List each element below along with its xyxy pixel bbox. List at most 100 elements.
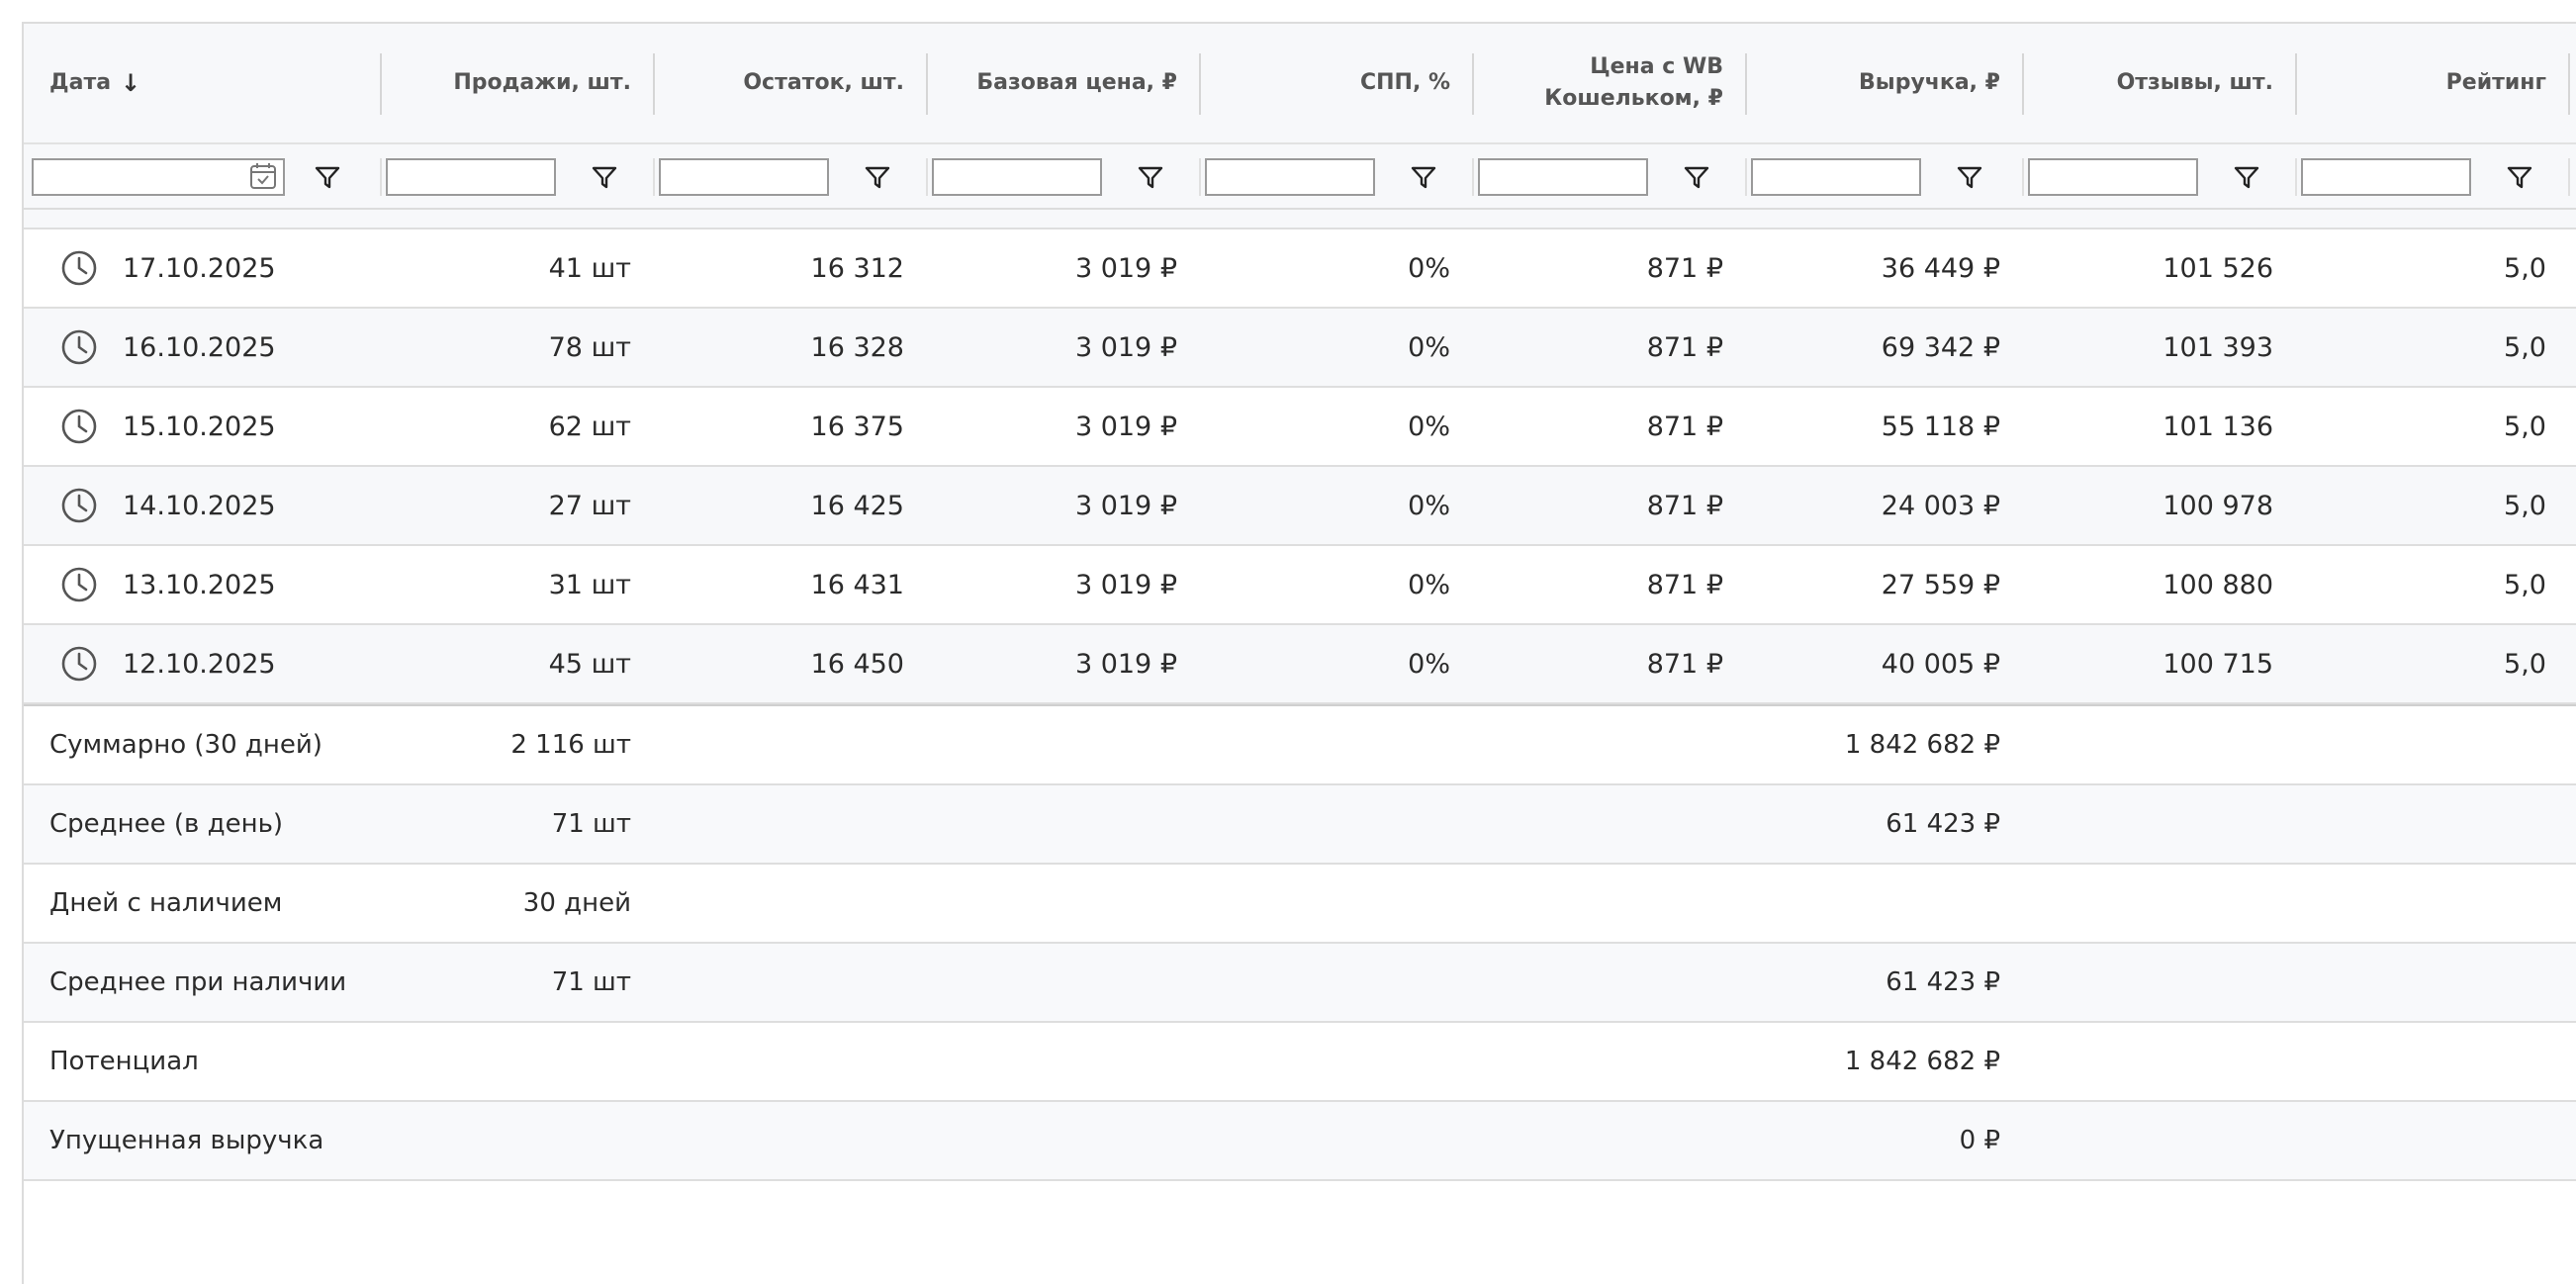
cell-value: 0% — [1408, 569, 1450, 600]
summary-label: Среднее при наличии — [49, 967, 347, 997]
table-row[interactable]: 17.10.2025 41 шт 16 312 3 019 ₽ 0% 871 ₽ 36 44… — [24, 229, 2576, 309]
cell-sales: 41 шт — [382, 229, 655, 307]
filter-divider — [380, 158, 382, 196]
column-header-stock[interactable]: Остаток, шт. — [655, 24, 928, 142]
clock-icon — [61, 329, 97, 365]
column-header-reviews[interactable]: Отзывы, шт. — [2024, 24, 2297, 142]
cell-rating: 5,0 — [2297, 467, 2570, 544]
summary-row: Среднее при наличии 71 шт 61 423 ₽ — [24, 944, 2576, 1023]
summary-divider — [24, 704, 2576, 707]
header-divider — [1472, 53, 1474, 115]
grid-header: Дата ↓ Продажи, шт. Остаток, шт. Базовая цен… — [24, 24, 2576, 210]
cell-value: 101 526 — [2162, 252, 2273, 284]
table-row[interactable]: 12.10.2025 45 шт 16 450 3 019 ₽ 0% 871 ₽ 40 00… — [24, 625, 2576, 704]
arrow-down-icon[interactable]: ↓ — [121, 69, 141, 97]
filter-icon[interactable] — [1682, 162, 1711, 192]
cell-value: 5,0 — [2504, 411, 2546, 442]
table-row[interactable]: 13.10.2025 31 шт 16 431 3 019 ₽ 0% 871 ₽ 27 55… — [24, 546, 2576, 625]
filter-input-rating[interactable] — [2301, 158, 2471, 196]
cell-stock: 16 431 — [655, 546, 928, 623]
summary-sales: 71 шт — [551, 809, 631, 839]
column-header-label: Цена с WB Кошельком, ₽ — [1544, 51, 1723, 115]
filter-icon — [1411, 166, 1436, 189]
header-divider — [2568, 53, 2570, 115]
column-header-base_price[interactable]: Базовая цена, ₽ — [928, 24, 1201, 142]
column-header-revenue[interactable]: Выручка, ₽ — [1747, 24, 2024, 142]
summary-revenue: 1 842 682 ₽ — [1844, 730, 2000, 760]
filter-input-stock[interactable] — [659, 158, 829, 196]
cell-value: 3 019 ₽ — [1074, 252, 1177, 284]
filter-input-spp[interactable] — [1205, 158, 1375, 196]
cell-value: 78 шт — [548, 331, 631, 363]
summary-sales — [382, 1102, 655, 1179]
column-header-label: Базовая цена, ₽ — [976, 70, 1177, 95]
filter-icon[interactable] — [1409, 162, 1438, 192]
cell-spp: 0% — [1201, 625, 1474, 702]
filter-input-reviews[interactable] — [2028, 158, 2198, 196]
header-divider — [1199, 53, 1201, 115]
cell-stock: 16 375 — [655, 388, 928, 465]
cell-base_price: 3 019 ₽ — [928, 309, 1201, 386]
summary-label: Дней с наличием — [49, 888, 283, 918]
filter-row — [24, 142, 2576, 208]
filter-icon[interactable] — [313, 162, 342, 192]
filter-icon[interactable] — [590, 162, 619, 192]
filter-input-wb_price[interactable] — [1478, 158, 1648, 196]
column-header-rating[interactable]: Рейтинг — [2297, 24, 2570, 142]
cell-value: 5,0 — [2504, 252, 2546, 284]
filter-icon — [2507, 166, 2532, 189]
cell-value: 3 019 ₽ — [1074, 490, 1177, 521]
cell-value: 16 328 — [810, 331, 904, 363]
cell-revenue: 36 449 ₽ — [1747, 229, 2024, 307]
filter-icon[interactable] — [1955, 162, 1984, 192]
cell-sales: 27 шт — [382, 467, 655, 544]
column-header-wb_price[interactable]: Цена с WB Кошельком, ₽ — [1474, 24, 1747, 142]
cell-value: 871 ₽ — [1646, 411, 1723, 442]
cell-value: 871 ₽ — [1646, 490, 1723, 521]
table-row[interactable]: 16.10.2025 78 шт 16 328 3 019 ₽ 0% 871 ₽ 69 34… — [24, 309, 2576, 388]
calendar-icon[interactable] — [247, 160, 279, 192]
filter-icon — [1138, 166, 1163, 189]
cell-value: 69 342 ₽ — [1881, 331, 2000, 363]
filter-icon[interactable] — [2505, 162, 2534, 192]
header-divider — [1745, 53, 1747, 115]
filter-input-revenue[interactable] — [1751, 158, 1921, 196]
cell-value: 62 шт — [548, 411, 631, 442]
table-row[interactable]: 15.10.2025 62 шт 16 375 3 019 ₽ 0% 871 ₽ 55 11… — [24, 388, 2576, 467]
filter-icon — [865, 166, 890, 189]
cell-stock: 16 425 — [655, 467, 928, 544]
cell-rating: 5,0 — [2297, 309, 2570, 386]
column-header-spp[interactable]: СПП, % — [1201, 24, 1474, 142]
cell-revenue: 55 118 ₽ — [1747, 388, 2024, 465]
header-divider — [380, 53, 382, 115]
calendar-icon — [250, 163, 276, 189]
header-divider — [2295, 53, 2297, 115]
cell-value: 16 312 — [810, 252, 904, 284]
clock-icon — [61, 567, 97, 602]
filter-input-base_price[interactable] — [932, 158, 1102, 196]
column-header-label: Выручка, ₽ — [1859, 70, 2000, 95]
column-header-label: Продажи, шт. — [453, 70, 631, 95]
cell-value: 5,0 — [2504, 648, 2546, 680]
cell-date: 12.10.2025 — [24, 625, 380, 702]
cell-value: 871 ₽ — [1646, 252, 1723, 284]
column-header-sales[interactable]: Продажи, шт. — [382, 24, 655, 142]
filter-input-date[interactable] — [32, 158, 285, 196]
summary-revenue: 0 ₽ — [1959, 1126, 2000, 1155]
cell-date: 15.10.2025 — [24, 388, 380, 465]
filter-input-sales[interactable] — [386, 158, 556, 196]
cell-revenue: 69 342 ₽ — [1747, 309, 2024, 386]
cell-spp: 0% — [1201, 309, 1474, 386]
column-header-label: Дата — [49, 70, 112, 95]
cell-date: 14.10.2025 — [24, 467, 380, 544]
column-header-date[interactable]: Дата ↓ — [24, 24, 380, 142]
table-row[interactable]: 14.10.2025 27 шт 16 425 3 019 ₽ 0% 871 ₽ 24 00… — [24, 467, 2576, 546]
cell-value: 3 019 ₽ — [1074, 569, 1177, 600]
filter-icon[interactable] — [2232, 162, 2261, 192]
cell-sales: 45 шт — [382, 625, 655, 702]
summary-revenue — [1747, 865, 2024, 942]
column-header-label: СПП, % — [1359, 70, 1450, 95]
filter-icon[interactable] — [863, 162, 892, 192]
filter-icon[interactable] — [1136, 162, 1165, 192]
cell-value: 16 425 — [810, 490, 904, 521]
